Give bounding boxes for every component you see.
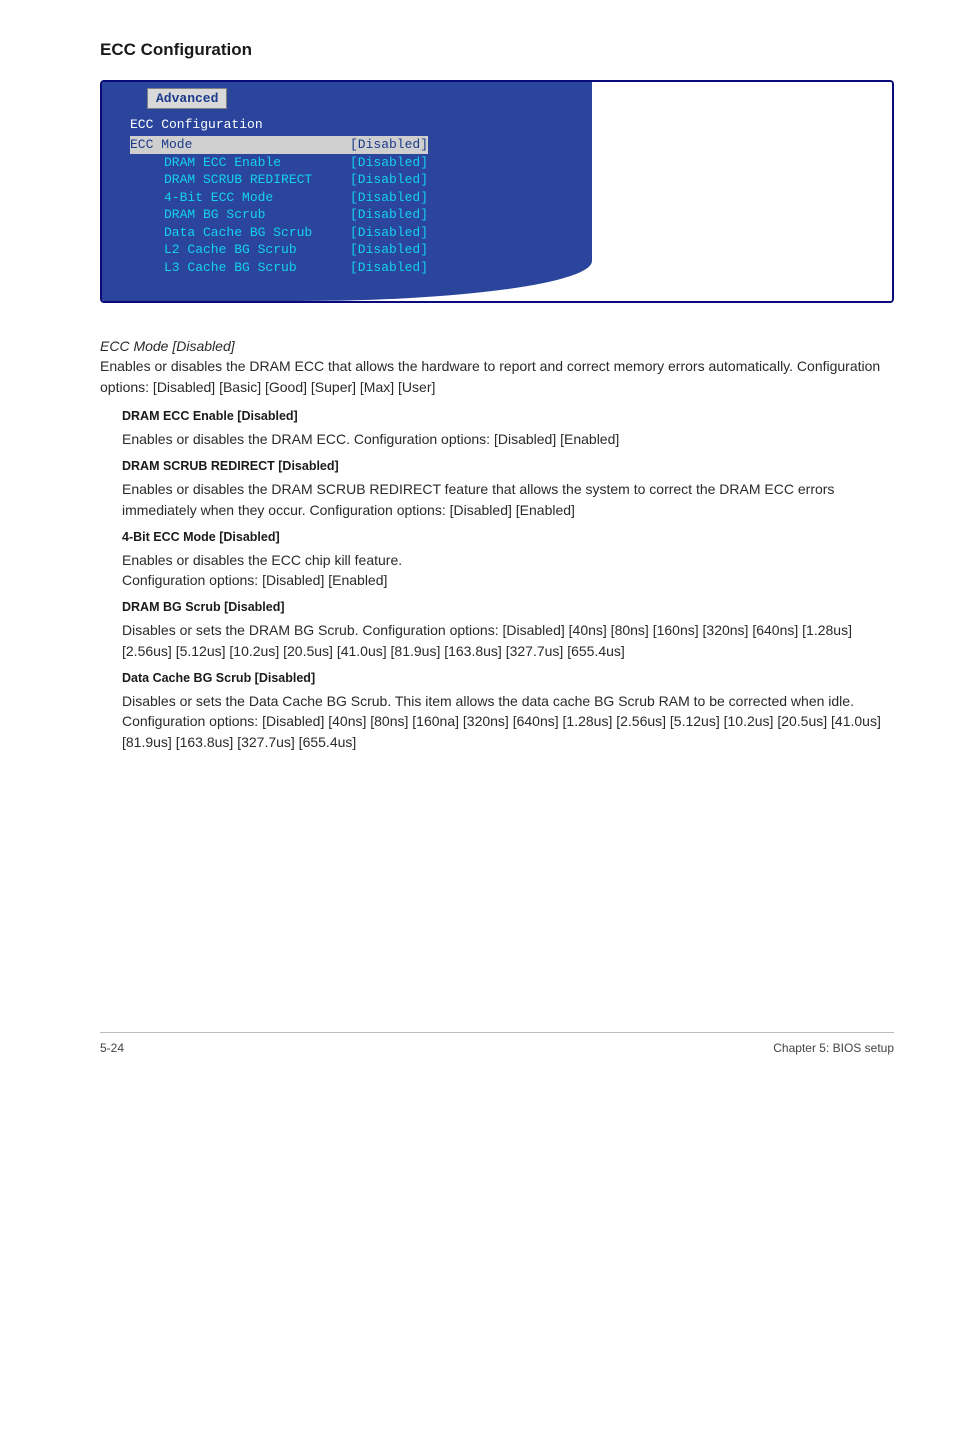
bios-row-label: DRAM ECC Enable <box>130 154 350 172</box>
section-body: Enables or disables the ECC chip kill fe… <box>122 550 894 591</box>
bios-left-pane: Advanced ECC Configuration ECC Mode[Disa… <box>102 82 592 301</box>
section-heading: DRAM ECC Enable [Disabled] <box>122 409 894 423</box>
bios-row-label: 4-Bit ECC Mode <box>130 189 350 207</box>
bios-row-label: DRAM BG Scrub <box>130 206 350 224</box>
footer-chapter: Chapter 5: BIOS setup <box>773 1041 894 1055</box>
bios-row-label: ECC Mode <box>130 136 350 154</box>
section-heading: DRAM SCRUB REDIRECT [Disabled] <box>122 459 894 473</box>
bios-config-row[interactable]: L2 Cache BG Scrub[Disabled] <box>102 241 592 259</box>
bios-row-value: [Disabled] <box>350 259 428 277</box>
bios-config-row[interactable]: ECC Mode[Disabled] <box>102 136 592 154</box>
sections-container: DRAM ECC Enable [Disabled] Enables or dis… <box>100 409 894 752</box>
section-body: Disables or sets the Data Cache BG Scrub… <box>122 691 894 752</box>
bios-rows: ECC Mode[Disabled]DRAM ECC Enable[Disabl… <box>102 136 592 276</box>
bios-row-label: DRAM SCRUB REDIRECT <box>130 171 350 189</box>
bios-config-row[interactable]: L3 Cache BG Scrub[Disabled] <box>102 259 592 277</box>
ecc-mode-heading: ECC Mode [Disabled] <box>100 338 894 354</box>
bios-config-row[interactable]: DRAM ECC Enable[Disabled] <box>102 154 592 172</box>
bios-row-value: [Disabled] <box>350 154 428 172</box>
bios-config-row[interactable]: DRAM SCRUB REDIRECT[Disabled] <box>102 171 592 189</box>
bios-row-value: [Disabled] <box>350 136 428 154</box>
bios-row-value: [Disabled] <box>350 241 428 259</box>
footer-page-number: 5-24 <box>100 1041 124 1055</box>
bios-config-row[interactable]: Data Cache BG Scrub[Disabled] <box>102 224 592 242</box>
bios-row-value: [Disabled] <box>350 171 428 189</box>
section-heading: 4-Bit ECC Mode [Disabled] <box>122 530 894 544</box>
bios-row-label: Data Cache BG Scrub <box>130 224 350 242</box>
section-heading: DRAM BG Scrub [Disabled] <box>122 600 894 614</box>
section-body: Enables or disables the DRAM SCRUB REDIR… <box>122 479 894 520</box>
bios-tab-advanced[interactable]: Advanced <box>147 88 227 109</box>
section-body: Enables or disables the DRAM ECC. Config… <box>122 429 894 449</box>
bios-row-label: L3 Cache BG Scrub <box>130 259 350 277</box>
bios-row-value: [Disabled] <box>350 224 428 242</box>
page-heading: ECC Configuration <box>100 40 894 60</box>
bios-row-label: L2 Cache BG Scrub <box>130 241 350 259</box>
bios-tab-row: Advanced <box>102 82 592 109</box>
ecc-mode-body: Enables or disables the DRAM ECC that al… <box>100 356 894 397</box>
page-footer: 5-24 Chapter 5: BIOS setup <box>100 1032 894 1055</box>
bios-config-row[interactable]: DRAM BG Scrub[Disabled] <box>102 206 592 224</box>
bios-row-value: [Disabled] <box>350 189 428 207</box>
bios-panel: Advanced ECC Configuration ECC Mode[Disa… <box>100 80 894 303</box>
bios-config-row[interactable]: 4-Bit ECC Mode[Disabled] <box>102 189 592 207</box>
section-body: Disables or sets the DRAM BG Scrub. Conf… <box>122 620 894 661</box>
section-heading: Data Cache BG Scrub [Disabled] <box>122 671 894 685</box>
bios-right-pane <box>592 82 892 301</box>
bios-config-title: ECC Configuration <box>102 109 592 136</box>
bios-row-value: [Disabled] <box>350 206 428 224</box>
